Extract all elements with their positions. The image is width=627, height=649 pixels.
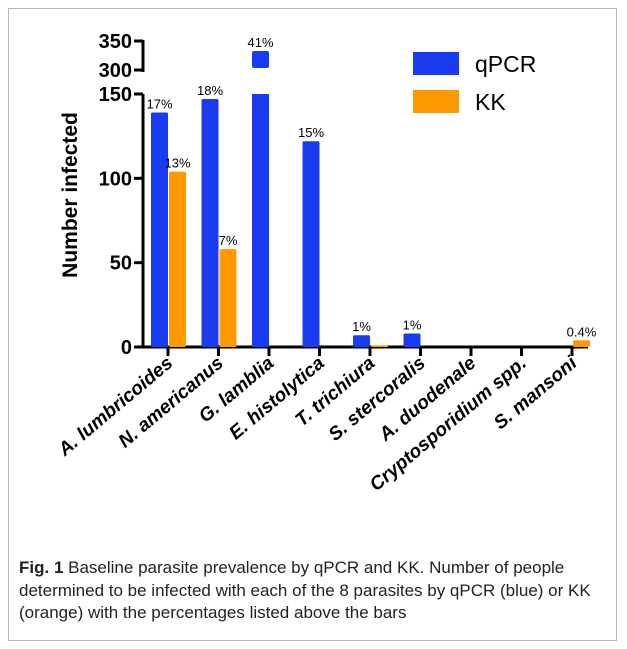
y-tick-label: 150 xyxy=(99,84,132,106)
bar-kk xyxy=(573,340,590,347)
figure-caption: Fig. 1 Baseline parasite prevalence by q… xyxy=(19,557,609,625)
caption-label: Fig. 1 xyxy=(19,558,64,577)
bar-qpcr-upper xyxy=(252,51,269,68)
y-tick-label: 50 xyxy=(110,253,132,275)
data-label: 41% xyxy=(247,35,273,50)
y-tick-label: 0 xyxy=(121,337,132,359)
y-tick-label: 300 xyxy=(99,60,132,82)
y-axis-label: Number infected xyxy=(59,112,82,278)
bar-kk xyxy=(371,345,388,347)
data-label: 13% xyxy=(164,156,190,171)
caption-text: Baseline parasite prevalence by qPCR and… xyxy=(19,558,591,622)
legend-label-qpcr: qPCR xyxy=(475,51,536,77)
bar-qpcr xyxy=(353,335,370,347)
bar-kk xyxy=(219,249,237,347)
data-label: 7% xyxy=(219,233,238,248)
bar-qpcr xyxy=(302,141,320,347)
legend-swatch-qpcr xyxy=(413,52,459,75)
data-label: 0.4% xyxy=(567,324,597,339)
y-tick-label: 100 xyxy=(99,168,132,190)
data-label: 1% xyxy=(352,319,371,334)
data-label: 17% xyxy=(146,97,172,112)
bar-qpcr xyxy=(403,333,421,347)
bar-kk xyxy=(169,171,186,347)
data-label: 1% xyxy=(403,318,422,333)
legend-label-kk: KK xyxy=(475,89,506,115)
legend-swatch-kk xyxy=(413,90,459,113)
data-label: 18% xyxy=(197,83,223,98)
bar-qpcr xyxy=(201,99,219,347)
bar-qpcr xyxy=(252,94,269,347)
data-label: 15% xyxy=(298,125,324,140)
y-tick-label: 350 xyxy=(99,31,132,53)
bar-qpcr xyxy=(151,112,168,347)
